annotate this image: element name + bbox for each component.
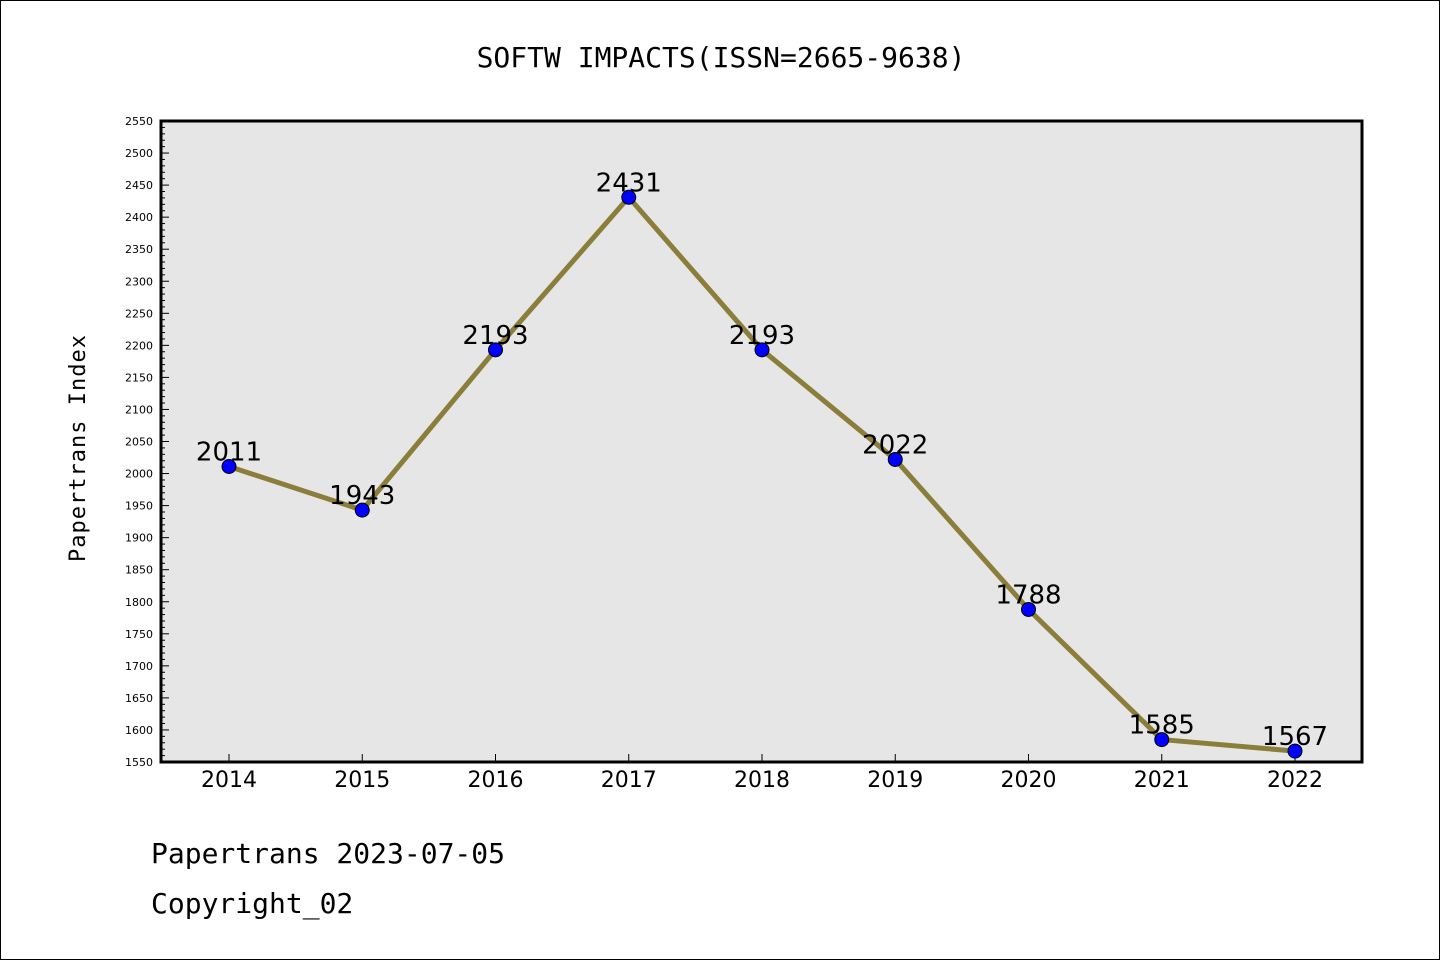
data-label: 1585 [1129, 711, 1195, 741]
y-tick-label: 1600 [125, 724, 153, 737]
y-tick-label: 2400 [125, 211, 153, 224]
y-tick-label: 1750 [125, 628, 153, 641]
y-axis-label: Papertrans Index [66, 334, 91, 562]
x-tick-label: 2022 [1267, 768, 1323, 793]
x-tick-label: 2018 [734, 768, 790, 793]
footer-copyright: Copyright_02 [151, 887, 354, 920]
y-tick-label: 1650 [125, 692, 153, 705]
plot-area [159, 119, 1364, 764]
data-label: 1788 [995, 580, 1061, 610]
y-tick-label: 1550 [125, 756, 153, 769]
y-tick-label: 1700 [125, 660, 153, 673]
data-label: 1943 [329, 481, 395, 511]
x-tick-label: 2020 [1001, 768, 1057, 793]
data-point [354, 502, 370, 518]
y-tick-label: 2450 [125, 179, 153, 192]
y-tick-label: 2100 [125, 403, 153, 416]
y-tick-label: 1950 [125, 500, 153, 513]
data-label: 2011 [196, 437, 262, 467]
y-tick-label: 1800 [125, 596, 153, 609]
data-point [754, 342, 770, 358]
y-tick-label: 2000 [125, 468, 153, 481]
data-label: 2193 [462, 321, 528, 351]
data-label: 1567 [1262, 722, 1328, 752]
y-tick-label: 2500 [125, 147, 153, 160]
chart-title: SOFTW IMPACTS(ISSN=2665-9638) [477, 41, 966, 74]
footer-date: Papertrans 2023-07-05 [151, 837, 506, 870]
x-tick-label: 2019 [867, 768, 923, 793]
y-tick-label: 2550 [125, 115, 153, 128]
data-point [887, 451, 903, 467]
x-tick-label: 2014 [201, 768, 257, 793]
y-tick-label: 2350 [125, 243, 153, 256]
x-tick-label: 2021 [1134, 768, 1190, 793]
data-labels: 2011 1943 2193 2431 2193 2022 1788 1585 1567 [196, 168, 1328, 752]
y-tick-label: 2150 [125, 371, 153, 384]
data-point [621, 189, 637, 205]
data-point [488, 342, 503, 358]
data-label: 2022 [862, 430, 928, 460]
data-point [1287, 743, 1303, 759]
x-tick-label: 2017 [601, 768, 657, 793]
x-tick-label: 2016 [468, 768, 524, 793]
y-tick-label: 1850 [125, 564, 153, 577]
data-label: 2193 [729, 321, 795, 351]
x-axis-ticks: 2014 2015 2016 2017 2018 2019 2020 2021 2022 [201, 754, 1323, 793]
data-markers [221, 189, 1303, 759]
y-tick-label: 2200 [125, 339, 153, 352]
y-tick-label: 2050 [125, 436, 153, 449]
data-point [221, 458, 237, 474]
y-tick-label: 1900 [125, 532, 153, 545]
data-point [1154, 732, 1170, 748]
y-tick-label: 2300 [125, 275, 153, 288]
y-tick-label: 2250 [125, 307, 153, 320]
data-point [1021, 601, 1036, 617]
x-tick-label: 2015 [334, 768, 390, 793]
data-label: 2431 [596, 168, 662, 198]
y-axis-ticks: 1550 1600 1650 1700 1750 1800 1850 1900 1950 2000… [125, 115, 169, 769]
